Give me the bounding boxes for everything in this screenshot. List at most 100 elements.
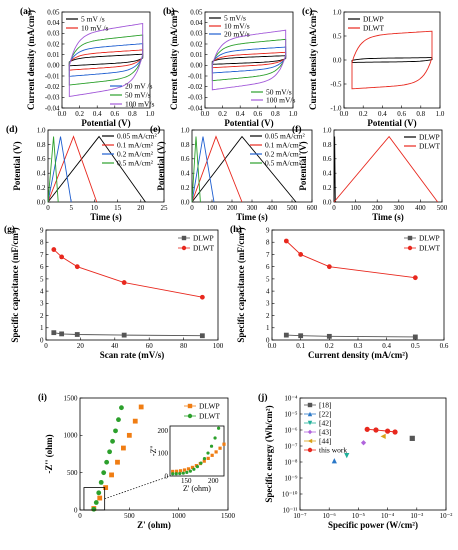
panel-g: 0 20 40 60 80 100 0 1 2 3 4 5 6 7 8 9 Scan rate (mV/s) Sp… xyxy=(4,224,224,360)
cv-loop xyxy=(211,51,287,69)
data-point xyxy=(412,334,418,340)
panel-e: 0 100 200 300 400 500 600 0.0 0.2 0.4 0.6 0.8 1.0 Tim… xyxy=(150,124,318,222)
y-tick-label: 1.0 xyxy=(181,126,190,134)
y-tick-label: 2 xyxy=(40,312,44,320)
data-point xyxy=(138,404,144,410)
x-tick-label: 10⁻² xyxy=(440,512,453,520)
gcd-curve xyxy=(191,135,297,203)
data-point xyxy=(192,467,196,471)
data-point xyxy=(107,449,112,455)
x-tick-label: 200 xyxy=(372,204,383,212)
data-point xyxy=(93,500,99,505)
data-point xyxy=(113,428,118,434)
x-axis-label: Time (s) xyxy=(236,212,268,222)
data-point xyxy=(121,332,127,338)
zoom-connector xyxy=(104,475,171,500)
legend-label: 0.1 mA/cm² xyxy=(265,141,302,150)
x-tick-label: 25 xyxy=(161,204,169,212)
y-axis-label: Current density (mA/cm²) xyxy=(26,10,36,110)
inset-y-tick-label: 200 xyxy=(158,427,169,435)
x-axis-label: Potential (V) xyxy=(224,118,273,128)
data-point xyxy=(307,411,313,417)
data-point xyxy=(190,465,195,470)
x-tick-label: 1000 xyxy=(172,512,187,520)
plot-frame xyxy=(343,11,441,109)
inset-y-label: -Z'' xyxy=(149,445,158,456)
data-point xyxy=(51,330,57,336)
x-tick-label: 0.6 xyxy=(397,110,406,118)
y-axis-label: Potential (V) xyxy=(156,141,166,190)
data-point xyxy=(385,428,391,434)
x-tick-label: 500 xyxy=(437,204,448,212)
y-tick-label: 0.03 xyxy=(47,30,60,38)
y-tick-label: 1.0 xyxy=(333,8,342,16)
y-tick-label: 9 xyxy=(266,226,270,234)
panel-label: (c) xyxy=(302,6,313,17)
y-tick-label: 0.0 xyxy=(181,198,190,206)
data-point xyxy=(195,465,200,469)
data-point xyxy=(283,332,289,338)
data-point xyxy=(103,485,109,490)
x-axis-label: Z' (ohm) xyxy=(137,520,171,530)
gcd-curve xyxy=(191,136,201,203)
data-point xyxy=(222,442,226,446)
y-tick-label: 0.05 xyxy=(190,8,203,16)
panel-label: (e) xyxy=(150,124,161,135)
panel-label: (j) xyxy=(258,392,268,403)
panel-label: (g) xyxy=(4,224,15,235)
x-tick-label: 20 xyxy=(137,204,145,212)
y-tick-label: 4 xyxy=(40,288,44,296)
y-tick-label: 0.02 xyxy=(47,40,60,48)
y-tick-label: 0.04 xyxy=(190,19,203,27)
legend-label: 20 mV /s xyxy=(125,82,152,91)
x-axis-label: Current density (mA/cm²) xyxy=(308,350,408,360)
zoom-box xyxy=(83,487,106,511)
plot-frame xyxy=(45,229,219,341)
legend-label: DLWT xyxy=(419,142,441,151)
data-point xyxy=(109,472,114,478)
x-tick-label: 1.0 xyxy=(289,110,298,118)
x-tick-label: 500 xyxy=(124,512,135,520)
data-point xyxy=(218,446,222,450)
legend-label: 5 mV /s xyxy=(81,15,105,24)
y-tick-label: 10⁻⁴ xyxy=(284,394,298,402)
gcd-curve xyxy=(191,135,243,203)
y-tick-label: -0.5 xyxy=(330,80,342,88)
data-point xyxy=(132,418,138,424)
y-tick-label: -0.04 xyxy=(45,104,60,112)
data-point xyxy=(199,294,205,300)
data-point xyxy=(115,459,120,465)
x-tick-label: 0 xyxy=(332,204,336,212)
data-point xyxy=(121,445,126,451)
y-tick-label: 0.00 xyxy=(190,62,203,70)
x-tick-label: 0.4 xyxy=(378,110,387,118)
x-tick-label: 10⁻⁵ xyxy=(352,512,366,520)
data-point xyxy=(206,451,210,455)
y-tick-label: 0.6 xyxy=(181,155,190,163)
y-tick-label: -0.01 xyxy=(188,72,203,80)
legend-label: DLWT xyxy=(363,24,385,33)
x-tick-label: 0.1 xyxy=(296,342,305,350)
legend-label: DLWT xyxy=(193,244,215,253)
y-tick-label: 9 xyxy=(40,226,44,234)
data-point xyxy=(171,469,175,474)
data-point xyxy=(360,440,367,446)
gcd-curve xyxy=(47,136,59,203)
panel-j: 10⁻⁷ 10⁻⁶ 10⁻⁵ 10⁻⁴ 10⁻³ 10⁻² 10⁻¹¹ 10⁻¹⁰ 10⁻⁹ 10… xyxy=(258,392,452,530)
series-line xyxy=(53,249,203,298)
x-tick-label: 0.8 xyxy=(271,110,280,118)
x-tick-label: 15 xyxy=(114,204,122,212)
data-point xyxy=(178,471,182,476)
y-tick-label: 7 xyxy=(40,251,44,259)
y-tick-label: 0.8 xyxy=(37,141,46,149)
legend-label: 0.05 mA/cm² xyxy=(265,132,305,141)
data-point xyxy=(186,467,191,471)
y-tick-label: -0.03 xyxy=(188,94,203,102)
y-tick-label: 1.0 xyxy=(37,126,46,134)
x-tick-label: 60 xyxy=(146,342,154,350)
data-point xyxy=(326,264,332,270)
y-axis-label: Current density (mA/cm²) xyxy=(308,10,318,110)
y-tick-label: -0.02 xyxy=(45,83,60,91)
